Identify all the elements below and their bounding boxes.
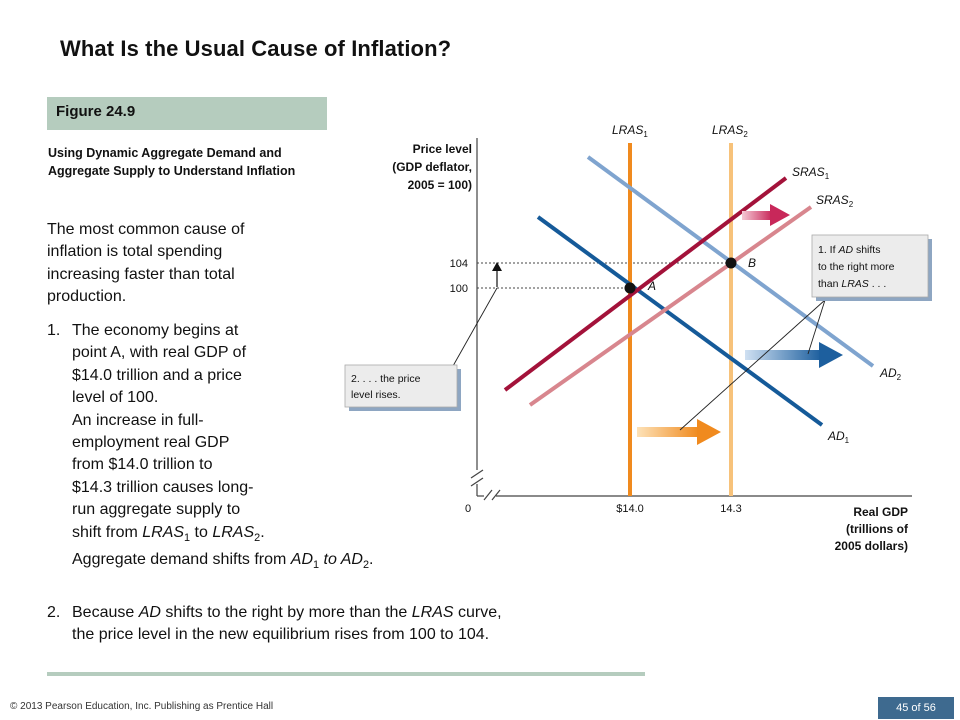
callout2-text: 2. . . . the price [351,373,421,385]
item-1-line: level of 100. [72,389,159,407]
ad2-label: AD2 [879,366,902,382]
intro-line: production. [47,288,127,306]
x-tick-label: $14.0 [616,503,644,515]
item-2-line: the price level in the new equilibrium r… [72,626,490,644]
lras2-label: LRAS2 [712,123,748,139]
y-axis-title: Price level [413,142,472,156]
figure-banner [47,97,327,130]
sras2-curve [528,205,813,407]
item-1-line: run aggregate supply to [72,501,241,519]
intro-line: increasing faster than total [47,265,235,283]
point-b [725,257,737,269]
lras1-label: LRAS1 [612,123,648,139]
item-1-line: $14.0 trillion and a price [72,366,242,384]
page-number-badge: 45 of 56 [878,697,954,719]
intro-line: The most common cause of [47,221,245,238]
intro-line: inflation is total spending [47,243,223,261]
callout2-text: level rises. [351,389,401,401]
callout1-text: than LRAS . . . [818,278,886,290]
x-tick-label: 0 [465,503,471,515]
y-tick-label: 104 [450,258,468,270]
ad-shift-line: Aggregate demand shifts from AD1 to AD2. [72,551,374,572]
price-rise-arrowhead [492,262,502,271]
ad1-curve [536,215,824,427]
lras-shift-line: shift from LRAS1 to LRAS2. [72,523,265,544]
slide-title: What Is the Usual Cause of Inflation? [60,36,452,61]
callout1-text: to the right more [818,261,895,273]
bottom-divider [47,672,645,676]
item-1-line: employment real GDP [72,434,230,452]
x-tick-label: 14.3 [720,503,741,515]
callout2-leader [452,287,498,367]
item-2-line: Because AD shifts to the right by more t… [72,604,502,621]
item-2-text: Because AD shifts to the right by more t… [72,602,672,647]
sras1-label: SRAS1 [792,165,830,181]
x-axis-title: Real GDP [853,505,908,519]
callout2-box [344,364,458,408]
y-tick-label: 100 [450,283,468,295]
item-1-line: from $14.0 trillion to [72,456,213,474]
copyright-footer: © 2013 Pearson Education, Inc. Publishin… [10,701,274,712]
ad1-label: AD1 [827,429,850,445]
item-1-line: The economy begins at [72,322,239,339]
y-axis-title: 2005 = 100) [408,178,472,192]
figure-label: Figure 24.9 [56,103,136,120]
x-axis-break-mark [483,489,493,501]
point-a-label: A [647,279,656,293]
intro-paragraph: The most common cause of inflation is to… [47,219,337,309]
y-axis-break-mark [470,469,484,479]
point-b-label: B [748,256,756,270]
figure-subtitle: Using Dynamic Aggregate Demand and Aggre… [48,146,296,178]
item-2-number: 2. [47,604,61,621]
item-1-line: An increase in full- [72,411,204,429]
x-axis-break-mark [491,489,501,501]
callout1-text: 1. If AD shifts [818,244,880,256]
sras1-curve [503,176,788,392]
point-a [624,282,636,294]
item-1-line: point A, with real GDP of [72,344,247,362]
lras-shift-arrow [637,419,721,445]
callout1-leader [679,299,826,431]
x-axis-title: (trillions of [846,522,909,536]
x-axis-title: 2005 dollars) [835,539,908,553]
callout1-box [811,234,929,298]
y-axis-title: (GDP deflator, [392,160,472,174]
sras-shift-arrow [742,204,790,226]
item-1-number: 1. [47,322,61,339]
item-1-text: The economy begins at point A, with real… [72,320,374,577]
ad-shift-arrow [745,342,843,368]
callout1-leader [807,299,826,355]
sras2-label: SRAS2 [816,193,854,209]
y-axis-break-mark [470,477,484,487]
item-1-line: $14.3 trillion causes long- [72,478,254,496]
